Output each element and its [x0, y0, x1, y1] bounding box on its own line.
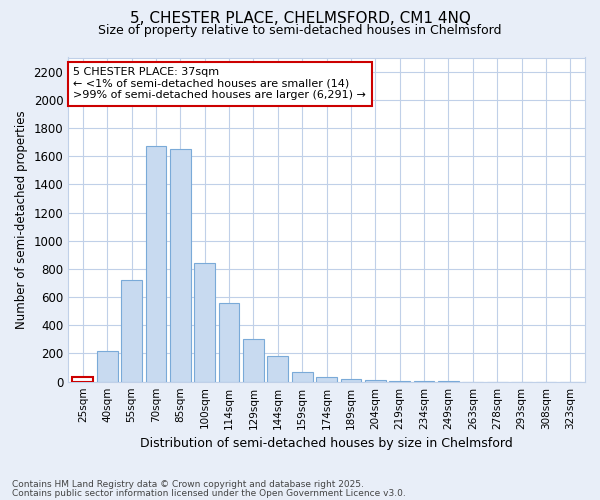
Bar [73, 378, 93, 382]
Bar [316, 378, 337, 382]
Bar [292, 372, 313, 382]
Text: Size of property relative to semi-detached houses in Chelmsford: Size of property relative to semi-detach… [98, 24, 502, 37]
Bar [121, 280, 142, 382]
Text: 5 CHESTER PLACE: 37sqm
← <1% of semi-detached houses are smaller (14)
>99% of se: 5 CHESTER PLACE: 37sqm ← <1% of semi-det… [73, 67, 366, 100]
Text: Contains public sector information licensed under the Open Government Licence v3: Contains public sector information licen… [12, 489, 406, 498]
Bar [243, 340, 264, 382]
Text: 5, CHESTER PLACE, CHELMSFORD, CM1 4NQ: 5, CHESTER PLACE, CHELMSFORD, CM1 4NQ [130, 11, 470, 26]
Bar [341, 379, 361, 382]
Bar [219, 302, 239, 382]
Bar [97, 350, 118, 382]
X-axis label: Distribution of semi-detached houses by size in Chelmsford: Distribution of semi-detached houses by … [140, 437, 513, 450]
Bar [194, 264, 215, 382]
Bar [146, 146, 166, 382]
Text: Contains HM Land Registry data © Crown copyright and database right 2025.: Contains HM Land Registry data © Crown c… [12, 480, 364, 489]
Bar [365, 380, 386, 382]
Bar [170, 149, 191, 382]
Bar [389, 381, 410, 382]
Bar [268, 356, 288, 382]
Y-axis label: Number of semi-detached properties: Number of semi-detached properties [15, 110, 28, 329]
